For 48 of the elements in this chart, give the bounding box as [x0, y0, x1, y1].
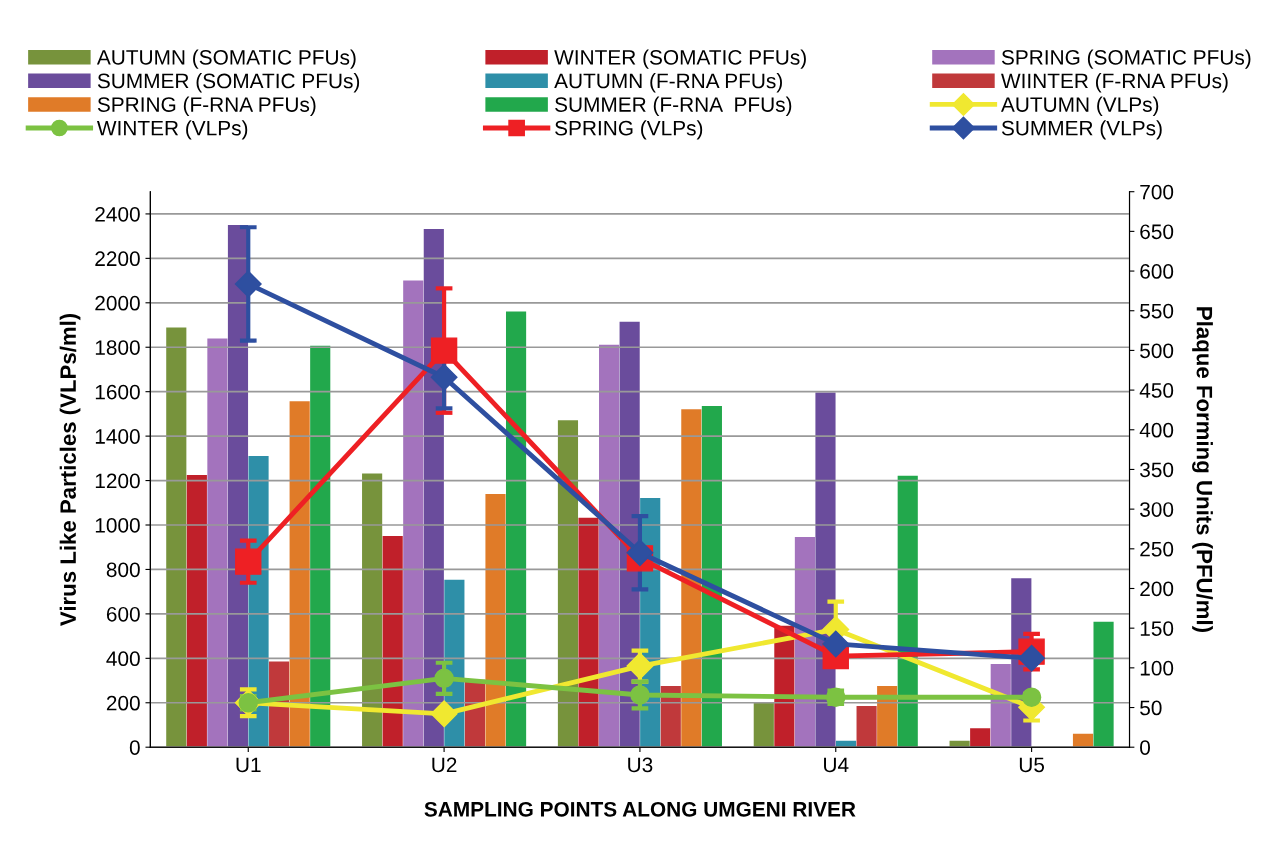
y2-tick-label: 350 [1140, 462, 1174, 478]
legend-label: SUMMER (SOMATIC PFUs) [97, 73, 360, 93]
legend-label: SPRING (VLPs) [555, 120, 703, 140]
x-tick-label: U3 [628, 757, 653, 773]
y-tick-label: 2200 [95, 251, 140, 267]
x-tick-label: U2 [432, 757, 457, 773]
y-tick-label: 600 [106, 606, 140, 622]
y-tick-label: 1600 [95, 384, 140, 400]
y2-tick-label: 250 [1140, 541, 1174, 557]
y2-tick-label: 700 [1140, 184, 1174, 200]
y2-tick-label: 300 [1140, 502, 1174, 517]
y2-axis-title: Plaque Forming Units (PFU/ml) [1192, 307, 1213, 632]
y2-tick-label: 450 [1139, 383, 1174, 398]
legend-label: AUTUMN (SOMATIC PFUs) [96, 49, 356, 69]
y2-tick-label: 0 [1140, 740, 1151, 755]
y2-tick-label: 200 [1140, 581, 1174, 597]
legend-label: WINTER (SOMATIC PFUs) [554, 49, 806, 69]
y-tick-label: 800 [106, 562, 140, 578]
y2-tick-label: 650 [1140, 224, 1174, 240]
y2-tick-label: 150 [1140, 621, 1174, 636]
y-tick-label: 400 [106, 651, 140, 667]
x-tick-label: U5 [1019, 757, 1045, 773]
y-tick-label: 1800 [95, 340, 140, 355]
legend-label: SUMMER (VLPs) [1001, 120, 1162, 140]
legend-label: AUTUMN (F-RNA PFUs) [554, 73, 782, 93]
y2-tick-label: 550 [1140, 303, 1174, 319]
legend-label: WIINTER (F-RNA PFUs) [1001, 73, 1228, 93]
legend-label: WINTER (VLPs) [96, 120, 248, 140]
y2-tick-label: 500 [1140, 343, 1174, 359]
y2-tick-label: 400 [1139, 422, 1174, 438]
y2-tick-label: 600 [1140, 264, 1174, 279]
y-tick-label: 200 [106, 695, 140, 711]
y-axis-title: Virus Like Particles (VLPs/ml) [59, 313, 81, 626]
y-tick-label: 1200 [95, 473, 140, 489]
legend-label: SUMMER (F-RNA PFUs) [555, 96, 792, 117]
y2-tick-label: 50 [1140, 700, 1162, 716]
legend-label: AUTUMN (VLPs) [1000, 96, 1159, 117]
x-tick-label: U4 [824, 757, 849, 773]
legend-label: SPRING (F-RNA PFUs) [97, 96, 316, 117]
legend-label: SPRING (SOMATIC PFUs) [1001, 49, 1251, 69]
y-tick-label: 1400 [95, 429, 140, 444]
y-tick-label: 2400 [95, 206, 140, 222]
x-axis-title: SAMPLING POINTS ALONG UMGENI RIVER [424, 801, 856, 817]
y2-tick-label: 100 [1140, 660, 1174, 676]
y-tick-label: 1000 [95, 518, 140, 533]
x-tick-label: U1 [236, 757, 261, 773]
y-tick-label: 0 [129, 740, 140, 755]
y-tick-label: 2000 [95, 295, 140, 311]
